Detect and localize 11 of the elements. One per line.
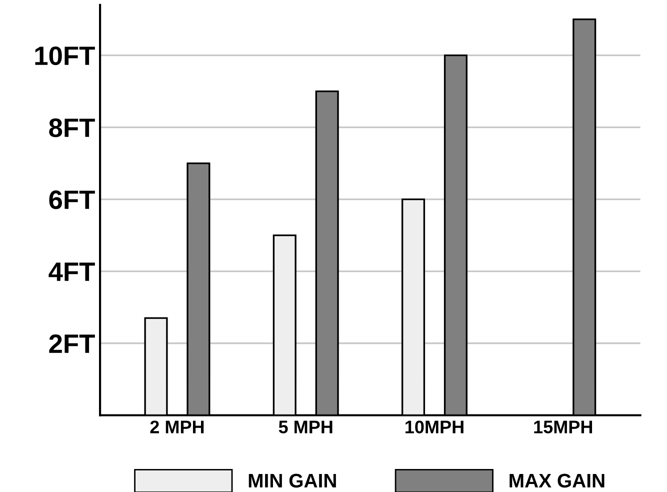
y-tick-label: 4FT: [48, 262, 95, 281]
y-tick-label: 2FT: [49, 334, 95, 353]
x-tick-label: 10MPH: [406, 420, 464, 434]
x-tick-label: 5 MPH: [278, 420, 332, 434]
y-tick-label: 10FT: [35, 46, 95, 66]
legend-label: MIN GAIN: [248, 474, 336, 488]
x-tick-label: 2 MPH: [150, 420, 204, 434]
y-tick-label: 6FT: [49, 190, 95, 210]
y-tick-label: 8FT: [49, 118, 95, 138]
legend-label: MAX GAIN: [510, 474, 604, 488]
x-tick-label: 15MPH: [534, 420, 592, 434]
